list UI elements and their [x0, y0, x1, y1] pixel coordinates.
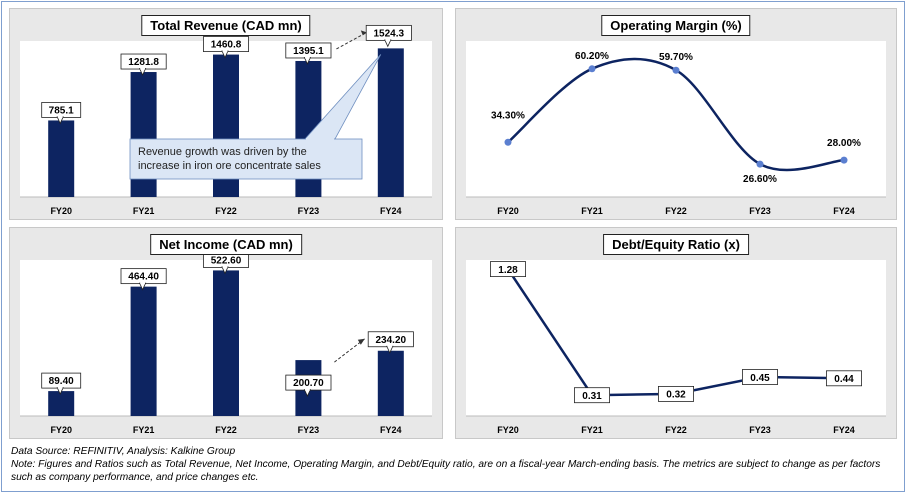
bar-fy20 [48, 391, 75, 416]
x-tick-label-fy23: FY23 [749, 206, 771, 216]
net-income-chart: FY20 FY21 FY22 FY23 FY24 89.40 464.40 522.60 200… [20, 252, 432, 435]
svg-text:200.70: 200.70 [293, 378, 324, 389]
revenue-chart-title: Total Revenue (CAD mn) [141, 15, 311, 36]
growth-arrow [336, 31, 368, 50]
value-label-fy21: 60.20% [575, 51, 609, 62]
svg-text:0.44: 0.44 [834, 374, 854, 385]
bar-fy24 [377, 48, 404, 197]
svg-text:785.1: 785.1 [49, 105, 74, 116]
value-label-fy21: 464.40 [120, 268, 167, 291]
x-tick-label-fy24: FY24 [833, 206, 855, 216]
growth-arrow-head [357, 338, 365, 345]
note-text: Note: Figures and Ratios such as Total R… [11, 459, 881, 483]
svg-text:1281.8: 1281.8 [128, 57, 159, 68]
svg-text:0.32: 0.32 [666, 390, 686, 401]
debt-equity-chart: FY20 FY21 FY22 FY23 FY24 1.28 0.31 0.32 0.45 0.44 [466, 260, 886, 435]
svg-text:1395.1: 1395.1 [293, 46, 324, 57]
x-tick-label-fy20: FY20 [497, 206, 519, 216]
net-income-panel: FY20 FY21 FY22 FY23 FY24 89.40 464.40 522.60 200… [9, 227, 443, 439]
annotation-box [129, 138, 363, 180]
svg-text:89.40: 89.40 [49, 376, 74, 387]
x-tick-label-fy23: FY23 [749, 425, 771, 435]
data-source-text: Data Source: REFINITIV, Analysis: Kalkin… [11, 446, 236, 457]
bar-fy20 [48, 120, 75, 197]
value-label-fy23: 1395.1 [285, 42, 332, 65]
x-tick-label-fy20: FY20 [497, 425, 519, 435]
revenue-chart: FY20 FY21 FY22 FY23 FY24 785.1 1281.8 1460.8 139… [20, 24, 432, 216]
point-fy24 [840, 156, 848, 164]
value-label-fy22: 0.32 [657, 385, 694, 402]
x-tick-label-fy20: FY20 [50, 206, 72, 216]
bar-fy21 [130, 286, 157, 416]
svg-text:522.60: 522.60 [211, 255, 242, 266]
value-label-fy20: 34.30% [491, 110, 525, 121]
svg-text:234.20: 234.20 [376, 335, 407, 346]
bar-fy22 [213, 270, 239, 416]
operating-margin-chart: FY20 FY21 FY22 FY23 FY24 34.30% 60.20% 59.70% 26… [466, 41, 886, 216]
x-tick-label-fy24: FY24 [380, 206, 402, 216]
svg-text:464.40: 464.40 [128, 272, 159, 283]
svg-text:0.45: 0.45 [750, 373, 770, 384]
x-tick-label-fy21: FY21 [581, 206, 603, 216]
debt-equity-panel: FY20 FY21 FY22 FY23 FY24 1.28 0.31 0.32 0.45 0.44… [455, 227, 897, 439]
x-tick-label-fy23: FY23 [298, 206, 320, 216]
x-tick-label-fy22: FY22 [215, 206, 237, 216]
svg-text:0.31: 0.31 [582, 391, 602, 402]
value-label-fy23: 26.60% [743, 174, 777, 185]
point-fy22 [672, 66, 680, 74]
operating-margin-panel: FY20 FY21 FY22 FY23 FY24 34.30% 60.20% 59.70% 26… [455, 8, 897, 220]
value-label-fy22: 59.70% [659, 52, 693, 63]
value-label-fy24: 0.44 [825, 370, 862, 387]
growth-arrow-head [360, 30, 367, 36]
x-tick-label-fy22: FY22 [665, 206, 687, 216]
svg-text:1524.3: 1524.3 [374, 28, 405, 39]
value-label-fy23: 0.45 [741, 369, 778, 385]
bar-fy24 [377, 350, 404, 416]
value-label-fy24: 234.20 [367, 331, 414, 354]
annotation-text: Revenue growth was driven by the increase… [138, 146, 321, 172]
point-fy21 [588, 65, 596, 73]
x-tick-label-fy22: FY22 [665, 425, 687, 435]
value-label-fy20: 89.40 [41, 372, 82, 396]
svg-text:1460.8: 1460.8 [211, 40, 242, 51]
x-tick-label-fy20: FY20 [50, 425, 72, 435]
net-income-chart-title: Net Income (CAD mn) [150, 234, 302, 255]
debt-equity-chart-title: Debt/Equity Ratio (x) [603, 234, 749, 255]
x-tick-label-fy21: FY21 [581, 425, 603, 435]
x-tick-label-fy21: FY21 [133, 425, 155, 435]
point-fy20 [504, 138, 512, 146]
x-tick-label-fy24: FY24 [833, 425, 855, 435]
plot-area [466, 41, 886, 197]
value-label-fy24: 28.00% [827, 138, 861, 149]
value-label-fy21: 0.31 [574, 387, 611, 404]
value-label-fy20: 1.28 [490, 261, 527, 277]
footer: Data Source: REFINITIV, Analysis: Kalkin… [11, 445, 891, 484]
value-label-fy21: 1281.8 [120, 53, 167, 76]
x-tick-label-fy23: FY23 [298, 425, 320, 435]
revenue-panel: FY20 FY21 FY22 FY23 FY24 785.1 1281.8 1460.8 139… [9, 8, 443, 220]
value-label-fy20: 785.1 [41, 102, 82, 125]
point-fy23 [756, 160, 764, 168]
x-tick-label-fy22: FY22 [215, 425, 237, 435]
x-tick-label-fy24: FY24 [380, 425, 402, 435]
value-label-fy22: 1460.8 [202, 36, 249, 59]
svg-text:1.28: 1.28 [498, 265, 518, 276]
value-label-fy23: 200.70 [285, 374, 332, 398]
x-tick-label-fy21: FY21 [133, 206, 155, 216]
operating-margin-chart-title: Operating Margin (%) [601, 15, 751, 36]
value-label-fy24: 1524.3 [365, 24, 412, 48]
